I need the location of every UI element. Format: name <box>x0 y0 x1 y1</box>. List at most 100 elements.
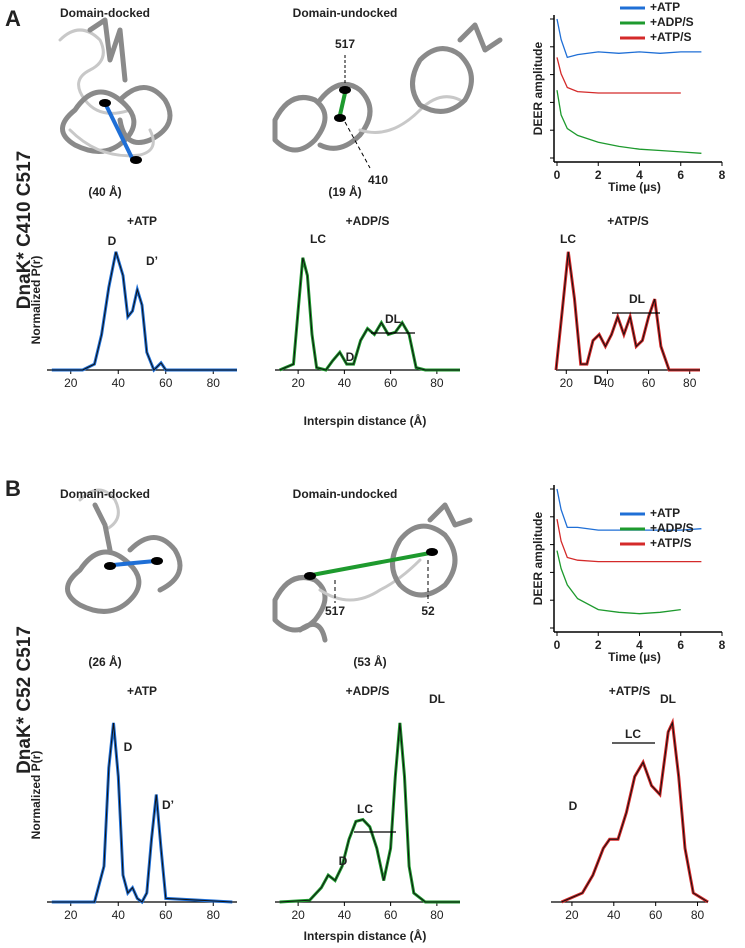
structure-title: Domain-docked <box>60 6 150 20</box>
x-tick-label: 4 <box>636 168 643 182</box>
peak-label: LC <box>560 232 576 246</box>
distance-fit <box>560 717 709 904</box>
x-tick-label: 40 <box>601 376 615 390</box>
x-tick-label: 60 <box>384 376 398 390</box>
x-tick-label: 40 <box>338 376 352 390</box>
structure-title: Domain-undocked <box>293 6 398 20</box>
x-tick-label: 6 <box>677 168 684 182</box>
x-tick-label: 80 <box>430 908 444 922</box>
x-tick-label: 80 <box>683 376 697 390</box>
x-tick-label: 40 <box>112 376 126 390</box>
residue-label: 517 <box>325 604 345 618</box>
distance-label: (19 Å) <box>328 184 361 199</box>
x-axis-label: Time (µs) <box>608 650 661 664</box>
residue-label: 410 <box>368 173 388 187</box>
y-axis-label: Normalized P(r) <box>29 256 43 345</box>
peak-label: D <box>346 350 355 364</box>
panel-letter: B <box>5 476 21 501</box>
chart-title: +ATP <box>127 684 157 698</box>
x-tick-label: 60 <box>642 376 656 390</box>
distance-fit <box>51 251 237 373</box>
x-tick-label: 0 <box>554 168 561 182</box>
distance-data <box>51 251 237 371</box>
x-tick-label: 40 <box>338 908 352 922</box>
peak-label: DL <box>629 292 645 306</box>
distance-label: (40 Å) <box>88 184 121 199</box>
peak-label: LC <box>625 727 641 741</box>
peak-label: LC <box>310 232 326 246</box>
chart-title: +ATP <box>127 214 157 228</box>
distance-data <box>279 257 460 371</box>
peak-label: DL <box>660 692 676 706</box>
y-axis-label: DEER amplitude <box>531 42 545 136</box>
x-tick-label: 2 <box>595 638 602 652</box>
x-tick-label: 40 <box>112 908 126 922</box>
residue-label: 517 <box>335 37 355 51</box>
distance-data <box>561 721 709 903</box>
construct-label: DnaK* C52 C517 <box>14 626 35 774</box>
x-axis-label: Interspin distance (Å) <box>304 413 427 428</box>
x-axis-label: Interspin distance (Å) <box>304 928 427 943</box>
structure-b-undocked <box>272 502 473 643</box>
peak-label: D <box>569 799 578 813</box>
distance-fit <box>51 722 233 905</box>
peak-label: DL <box>385 312 401 326</box>
chart-title: +ATP/S <box>607 214 648 228</box>
chart-title: +ADP/S <box>346 214 390 228</box>
chart-title: +ATP/S <box>609 684 650 698</box>
y-axis-label: DEER amplitude <box>531 512 545 606</box>
x-tick-label: 20 <box>291 376 305 390</box>
x-tick-label: 0 <box>554 638 561 652</box>
legend-label: +ATP/S <box>650 30 691 44</box>
x-tick-label: 20 <box>565 908 579 922</box>
x-tick-label: 40 <box>607 908 621 922</box>
peak-label: D <box>339 854 348 868</box>
distance-data <box>555 251 700 371</box>
x-tick-label: 20 <box>291 908 305 922</box>
x-tick-label: 80 <box>207 908 221 922</box>
legend-label: +ATP <box>650 506 680 520</box>
x-tick-label: 20 <box>64 908 78 922</box>
deer-trace <box>556 57 681 94</box>
legend-label: +ADP/S <box>650 521 694 535</box>
x-tick-label: 60 <box>384 908 398 922</box>
x-tick-label: 8 <box>719 638 726 652</box>
structure-a-docked <box>58 17 173 164</box>
peak-label: LC <box>357 802 373 816</box>
distance-label: (26 Å) <box>88 654 121 669</box>
x-tick-label: 8 <box>719 168 726 182</box>
x-tick-label: 80 <box>430 376 444 390</box>
deer-trace <box>556 90 702 154</box>
x-tick-label: 2 <box>595 168 602 182</box>
structure-title: Domain-undocked <box>293 487 398 501</box>
deer-trace <box>556 550 681 615</box>
x-tick-label: 6 <box>677 638 684 652</box>
x-axis-label: Time (µs) <box>608 180 661 194</box>
residue-label: 52 <box>421 604 435 618</box>
deer-trace <box>556 518 702 563</box>
panel-letter: A <box>5 6 21 31</box>
peak-label: D’ <box>162 798 174 812</box>
peak-label: D <box>124 740 133 754</box>
distance-data <box>279 722 460 903</box>
structure-title: Domain-docked <box>60 487 150 501</box>
x-tick-label: 80 <box>207 376 221 390</box>
y-axis-label: Normalized P(r) <box>29 751 43 840</box>
peak-label: D <box>108 234 117 248</box>
peak-label: D <box>594 373 603 387</box>
x-tick-label: 60 <box>649 908 663 922</box>
legend-label: +ATP/S <box>650 536 691 550</box>
distance-label: (53 Å) <box>353 654 386 669</box>
deer-trace <box>556 488 702 531</box>
x-tick-label: 60 <box>159 376 173 390</box>
x-tick-label: 80 <box>691 908 705 922</box>
x-tick-label: 20 <box>64 376 78 390</box>
x-tick-label: 4 <box>636 638 643 652</box>
distance-data <box>51 722 233 903</box>
x-tick-label: 20 <box>560 376 574 390</box>
x-tick-label: 60 <box>159 908 173 922</box>
distance-fit <box>554 251 700 372</box>
chart-title: +ADP/S <box>346 684 390 698</box>
structure-b-docked <box>65 488 183 614</box>
